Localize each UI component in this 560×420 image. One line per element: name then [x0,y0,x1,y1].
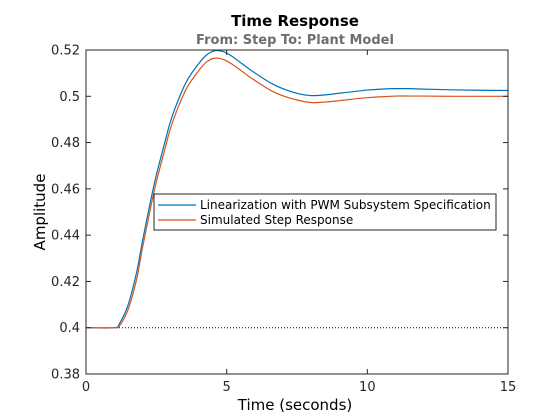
series-layer [85,49,509,329]
legend-label-linearization: Linearization with PWM Subsystem Specifi… [200,198,491,212]
x-tick-label: 15 [500,380,517,395]
x-tick-label: 10 [359,380,376,395]
x-tick-label: 0 [82,380,90,395]
y-axis-label: Amplitude [31,174,49,251]
chart-subtitle: From: Step To: Plant Model [196,33,394,48]
y-tick-label: 0.48 [51,136,80,151]
chart-title: Time Response [231,12,359,30]
y-tick-label: 0.42 [51,275,80,290]
series-line-0 [85,49,509,329]
series-line-1 [85,57,508,329]
y-tick-label: 0.38 [51,368,80,383]
ticks-layer: 0 5 10 15 0.38 0.4 0.42 0.44 0.46 0.48 0.5 0.52 [51,44,516,396]
y-tick-label: 0.5 [59,90,80,105]
y-tick-label: 0.4 [59,321,80,336]
legend-box [153,193,497,231]
plot-frame [85,49,509,375]
legend: Linearization with PWM Subsystem Specifi… [153,193,497,231]
y-tick-label: 0.46 [51,182,80,197]
y-tick-label: 0.52 [51,44,80,59]
x-tick-label: 5 [223,380,231,395]
legend-label-simulated: Simulated Step Response [200,213,353,227]
x-axis-label: Time (seconds) [237,396,353,414]
y-tick-label: 0.44 [51,229,80,244]
